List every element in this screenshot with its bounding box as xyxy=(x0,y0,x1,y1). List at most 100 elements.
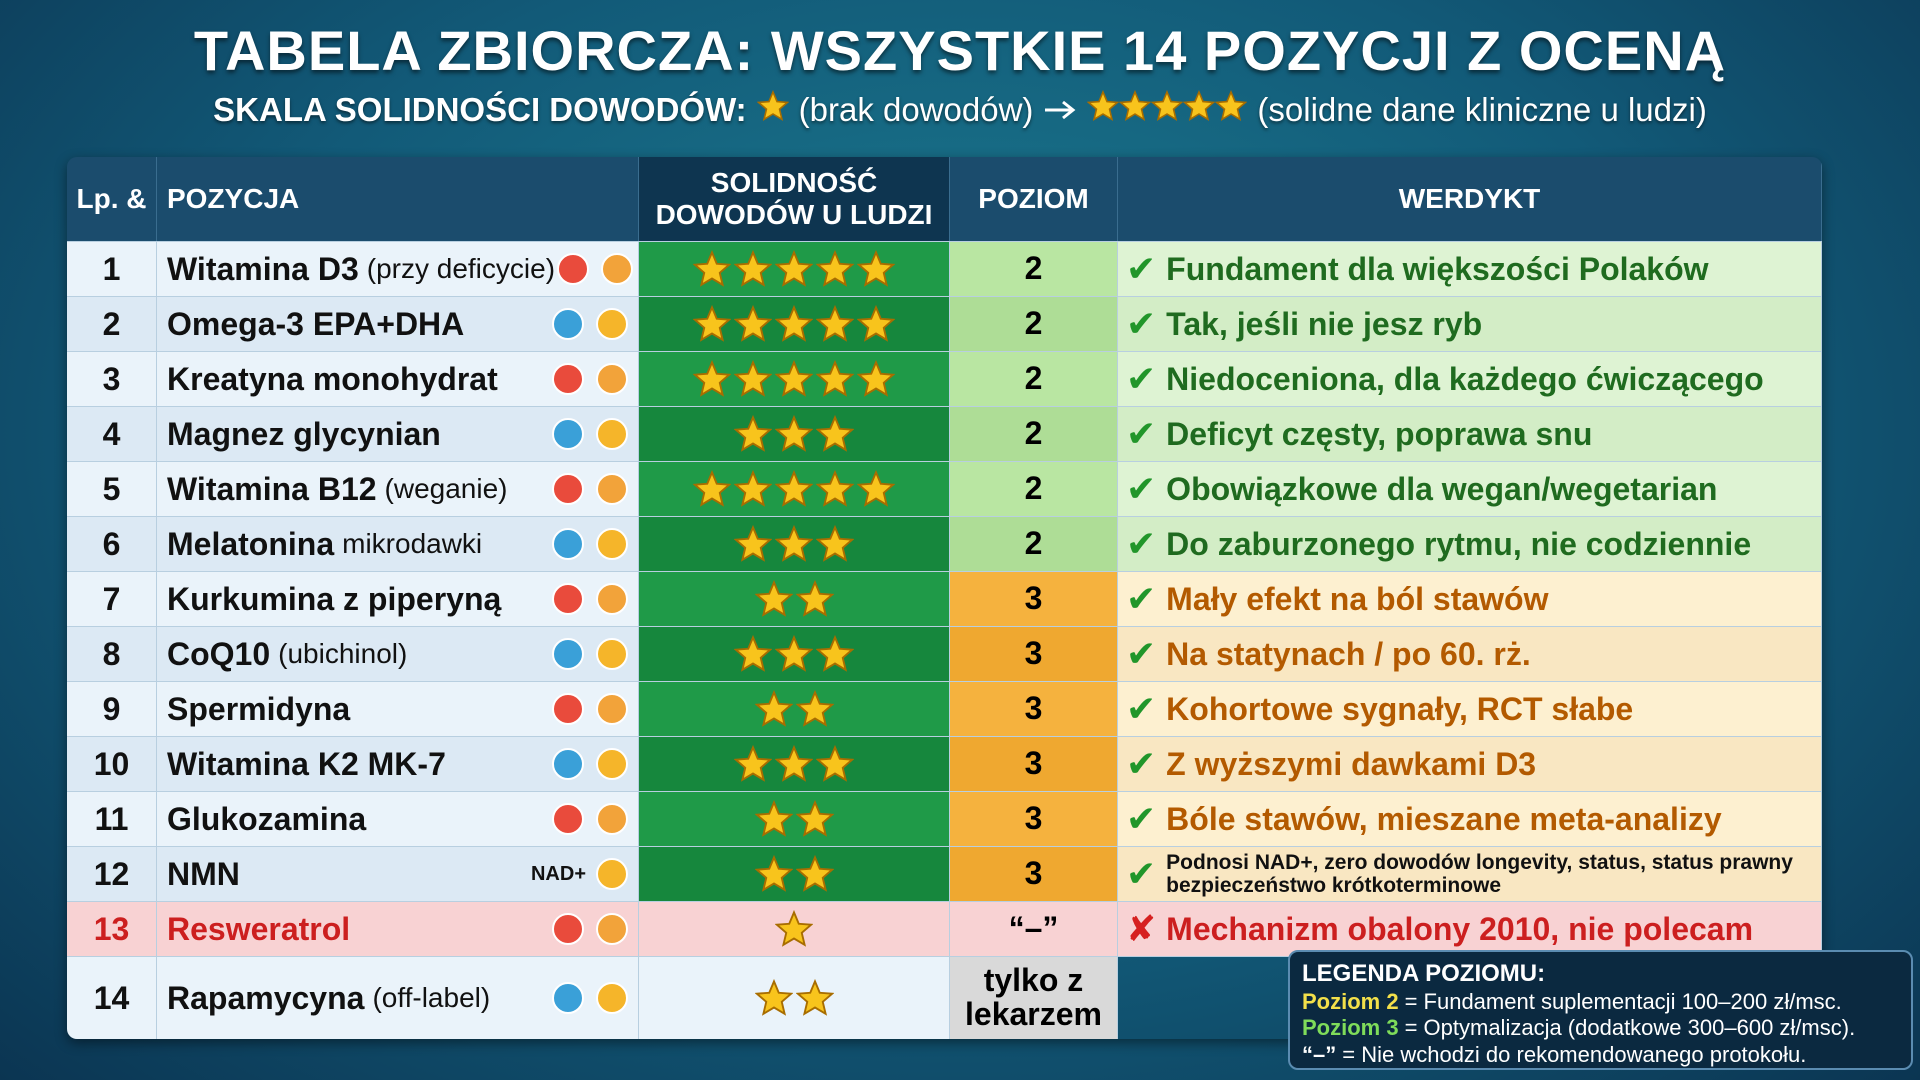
star-shape xyxy=(1183,89,1216,121)
stars-cell xyxy=(639,517,950,571)
verdict-cell: ✔ Obowiązkowe dla wegan/wegetarian xyxy=(1118,462,1822,516)
stars-cell xyxy=(639,407,950,461)
star-shape xyxy=(734,635,772,672)
table-row: 11 Glukozamina 3 ✔ Bóle stawów, mieszane met… xyxy=(67,791,1822,846)
item-name: Omega-3 EPA+DHA xyxy=(167,305,465,342)
item-name: Melatonina xyxy=(167,525,335,562)
icons xyxy=(550,526,630,562)
star xyxy=(775,910,813,947)
star xyxy=(693,360,731,397)
star-shape xyxy=(775,415,813,452)
item-name: Witamina D3 xyxy=(167,250,359,287)
star-shape xyxy=(734,745,772,782)
column-header: Lp. & xyxy=(67,157,157,241)
table-row: 13 Resweratrol “–” ✘ Mechanizm obalony 2010,… xyxy=(67,901,1822,956)
star-shape xyxy=(816,635,854,672)
level: 3 xyxy=(950,847,1118,901)
star-shape xyxy=(795,690,834,727)
verdict-cell: ✔ Kohortowe sygnały, RCT słabe xyxy=(1118,682,1822,736)
table: Lp. & POZYCJA SOLIDNOŚĆ DOWODÓW U LUDZI POZ… xyxy=(67,157,1822,1039)
legend-item: Poziom 3 = Optymalizacja (dodatkowe 300–6… xyxy=(1302,1015,1899,1041)
star-shape xyxy=(816,415,854,452)
verdict-mark: ✔ xyxy=(1126,578,1157,619)
icon xyxy=(596,803,628,835)
verdict: Mały efekt na ból stawów xyxy=(1166,580,1549,617)
row-number: 6 xyxy=(67,517,157,571)
star xyxy=(816,415,854,452)
verdict: Niedoceniona, dla każdego ćwiczącego xyxy=(1166,360,1764,397)
star-shape xyxy=(775,305,813,342)
star-shape xyxy=(1151,89,1184,121)
stars-cell xyxy=(639,902,950,956)
scale-min-stars xyxy=(756,89,790,130)
row-number: 9 xyxy=(67,682,157,736)
stars-cell xyxy=(639,737,950,791)
star xyxy=(775,250,813,287)
star xyxy=(1183,89,1216,121)
star-shape xyxy=(754,580,793,617)
icons xyxy=(550,801,630,837)
scale-min-text: (brak dowodów) xyxy=(798,91,1034,128)
star xyxy=(816,305,854,342)
icons xyxy=(550,581,630,617)
star-shape xyxy=(734,360,772,397)
star-shape xyxy=(795,855,834,892)
item-cell: Glukozamina xyxy=(157,792,639,846)
star xyxy=(754,855,793,892)
row-number: 3 xyxy=(67,352,157,406)
icon xyxy=(552,693,584,725)
icon xyxy=(596,748,628,780)
item-cell: Rapamycyna (off-label) xyxy=(157,957,639,1039)
star-shape xyxy=(693,250,731,287)
icon xyxy=(552,528,584,560)
item-cell: CoQ10 (ubichinol) xyxy=(157,627,639,681)
star xyxy=(816,360,854,397)
icon xyxy=(596,583,628,615)
stars-cell xyxy=(639,682,950,736)
verdict-mark: ✔ xyxy=(1126,523,1157,564)
table-row: 3 Kreatyna monohydrat 2 ✔ Niedoceniona, dla … xyxy=(67,351,1822,406)
verdict-mark: ✔ xyxy=(1126,303,1157,344)
star-shape xyxy=(734,415,772,452)
icon xyxy=(596,473,628,505)
star xyxy=(693,305,731,342)
star xyxy=(775,635,813,672)
star-shape xyxy=(1215,89,1248,121)
table-row: 9 Spermidyna 3 ✔ Kohortowe sygnały, RCT słab… xyxy=(67,681,1822,736)
icon xyxy=(557,253,590,285)
verdict: Na statynach / po 60. rż. xyxy=(1166,635,1531,672)
star xyxy=(734,745,772,782)
star-shape xyxy=(775,250,813,287)
column-header: WERDYKT xyxy=(1118,157,1822,241)
stars-cell xyxy=(639,792,950,846)
verdict-cell: ✔ Bóle stawów, mieszane meta-analizy xyxy=(1118,792,1822,846)
row-number: 12 xyxy=(67,847,157,901)
icon xyxy=(552,982,584,1014)
legend-key: “–” xyxy=(1302,1041,1337,1067)
verdict: Deficyt częsty, poprawa snu xyxy=(1166,415,1593,452)
icon-label: NAD+ xyxy=(530,862,586,885)
star xyxy=(1087,89,1120,121)
legend-text: = Nie wchodzi do rekomendowanego protoko… xyxy=(1342,1041,1807,1067)
item-cell: Witamina B12 (weganie) xyxy=(157,462,639,516)
column-header: POZIOM xyxy=(950,157,1118,241)
item-cell: Melatonina mikrodawki xyxy=(157,517,639,571)
stars-cell xyxy=(639,242,950,296)
item-note: (weganie) xyxy=(384,473,508,504)
star-shape xyxy=(816,305,854,342)
table-row: 2 Omega-3 EPA+DHA 2 ✔ Tak, jeśli nie jesz ry… xyxy=(67,296,1822,351)
item-name: Glukozamina xyxy=(167,800,367,837)
icons xyxy=(550,746,630,782)
row-number: 5 xyxy=(67,462,157,516)
stars-cell xyxy=(639,627,950,681)
star-shape xyxy=(734,250,772,287)
row-number: 13 xyxy=(67,902,157,956)
verdict-cell: ✘ Mechanizm obalony 2010, nie polecam xyxy=(1118,902,1822,956)
verdict-mark: ✔ xyxy=(1126,358,1157,399)
item-note: (ubichinol) xyxy=(278,638,408,669)
stars-cell xyxy=(639,572,950,626)
star xyxy=(857,250,895,287)
star-shape xyxy=(693,470,731,507)
item-cell: Kurkumina z piperyną xyxy=(157,572,639,626)
